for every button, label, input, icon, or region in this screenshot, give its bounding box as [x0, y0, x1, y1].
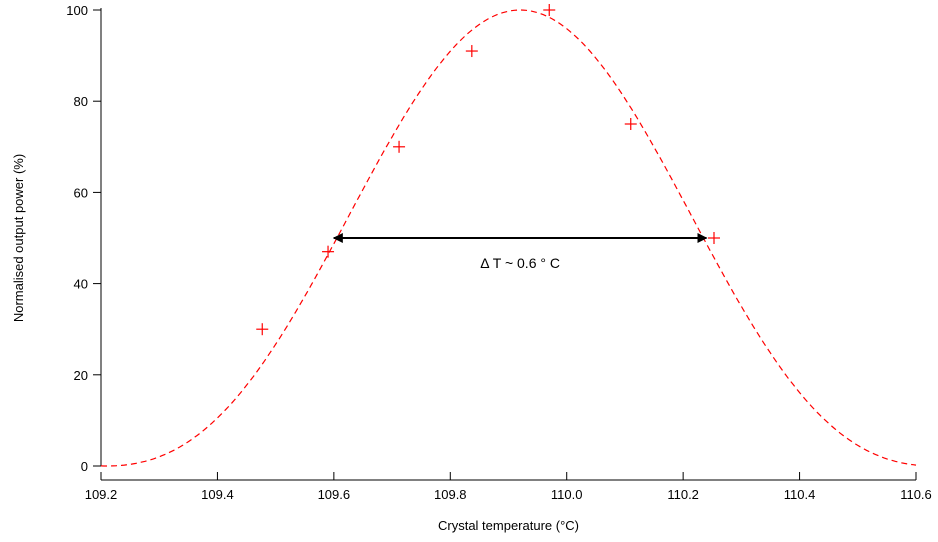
data-point: [543, 4, 556, 16]
y-axis-label: Normalised output power (%): [11, 154, 26, 322]
data-point: [256, 323, 269, 336]
y-tick-label: 0: [81, 459, 88, 474]
y-axis-ticks: 0 20 40 60 80 100: [66, 3, 101, 474]
data-point: [465, 45, 478, 58]
x-tick-label: 110.0: [551, 487, 583, 502]
data-point: [707, 232, 720, 244]
data-point: [624, 118, 637, 130]
y-tick-label: 60: [74, 185, 88, 200]
y-tick-label: 40: [74, 277, 88, 292]
x-tick-label: 110.4: [784, 487, 816, 502]
fwhm-annotation: Δ T ~ 0.6 ° C: [480, 255, 560, 271]
data-point: [393, 140, 406, 153]
x-tick-label: 110.2: [667, 487, 699, 502]
axes: [100, 8, 916, 481]
x-tick-label: 109.2: [85, 487, 118, 502]
y-tick-label: 100: [66, 3, 88, 18]
x-tick-label: 109.6: [318, 487, 351, 502]
data-point: [322, 245, 335, 258]
x-tick-label: 110.6: [900, 487, 932, 502]
data-points: [256, 4, 720, 336]
y-tick-label: 20: [74, 368, 88, 383]
y-tick-label: 80: [74, 94, 88, 109]
x-tick-label: 109.8: [434, 487, 467, 502]
fit-curve: [100, 9, 917, 467]
x-axis-ticks: 109.2 109.4 109.6 109.8 110.0 110.2 110.4 110.6: [85, 472, 932, 502]
x-tick-label: 109.4: [201, 487, 234, 502]
x-axis-label: Crystal temperature (°C): [438, 518, 579, 533]
